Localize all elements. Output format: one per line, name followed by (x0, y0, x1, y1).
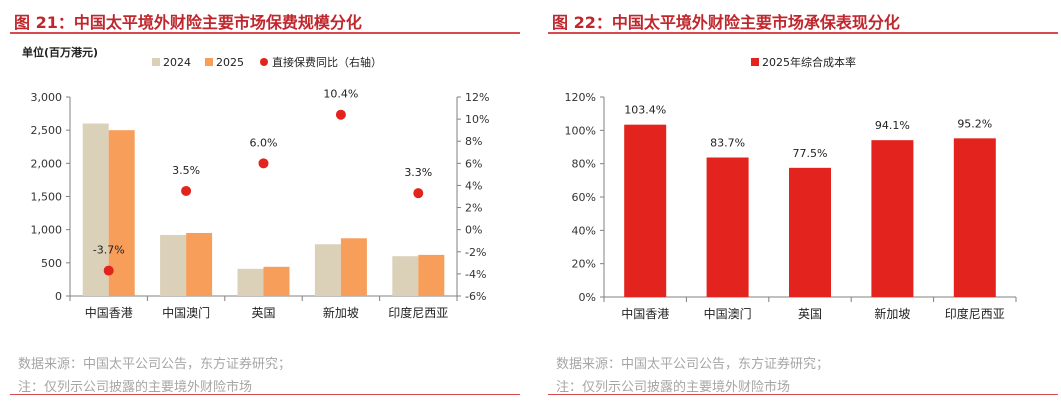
right-bottom-rule (548, 394, 1058, 395)
bar-data-label: 95.2% (957, 117, 992, 130)
bar-combined-ratio-3 (871, 140, 914, 297)
y-tick-label: 0% (579, 291, 596, 304)
yoy-dot-2 (258, 158, 269, 169)
bar-2025-2 (263, 266, 290, 296)
yoy-data-label: 10.4% (323, 88, 358, 101)
bar-2025-1 (186, 232, 213, 296)
legend-swatch-yoy (260, 58, 268, 66)
yoy-dot-4 (413, 188, 424, 199)
right-title-rule (548, 32, 1058, 34)
left-y-tick-label: 0 (55, 290, 62, 303)
y-tick-label: 80% (572, 158, 596, 171)
legend-label-2025: 2025 (216, 56, 244, 69)
left-source-note: 数据来源：中国太平公司公告，东方证券研究； (18, 357, 292, 372)
right-y-tick-label: 10% (465, 113, 489, 126)
right-figure-panel: 图 22：中国太平境外财险主要市场承保表现分化 0% 20% 40% 60% 80% 10… (538, 0, 1061, 402)
x-category-label: 印度尼西亚 (945, 306, 1005, 321)
x-category-label: 中国香港 (85, 305, 133, 320)
y-tick-label: 100% (565, 124, 596, 137)
left-y-tick-label: 1,000 (31, 224, 63, 237)
yoy-data-label: -3.7% (93, 244, 125, 257)
left-figure-title: 图 21：中国太平境外财险主要市场保费规模分化 (14, 13, 362, 32)
x-category-label: 新加坡 (874, 306, 910, 321)
yoy-dot-0 (103, 265, 114, 276)
left-figure-panel: 图 21：中国太平境外财险主要市场保费规模分化 单位(百万港元) 0 500 1,0… (0, 0, 523, 402)
bar-2024-0 (82, 123, 109, 297)
x-category-label: 中国香港 (621, 306, 669, 321)
bar-combined-ratio-2 (789, 167, 831, 297)
x-category-label: 中国澳门 (162, 305, 210, 320)
bar-combined-ratio-4 (953, 138, 996, 297)
bar-combined-ratio-1 (706, 157, 749, 297)
legend-label-2024: 2024 (163, 56, 191, 69)
bar-data-label: 77.5% (793, 147, 828, 160)
right-y-tick-label: 0% (465, 224, 482, 237)
left-title-rule (10, 32, 520, 34)
y-tick-label: 60% (572, 191, 596, 204)
x-category-label: 中国澳门 (704, 306, 752, 321)
yoy-data-label: 3.5% (172, 164, 200, 177)
left-unit-label: 单位(百万港元) (22, 46, 99, 59)
x-category-label: 新加坡 (323, 305, 359, 320)
right-figure-title: 图 22：中国太平境外财险主要市场承保表现分化 (552, 13, 900, 32)
legend-label-yoy: 直接保费同比（右轴） (272, 55, 382, 69)
right-y-tick-label: 12% (465, 91, 489, 104)
left-y-tick-label: 2,000 (31, 157, 63, 170)
legend-swatch-2025 (205, 58, 213, 66)
combined-ratio-chart: 0% 20% 40% 60% 80% 100% 120% 103.4% 中国香港 83.7% 中国澳… (565, 55, 1017, 321)
bar-2024-4 (392, 256, 419, 296)
bar-data-label: 94.1% (875, 119, 910, 132)
y-tick-label: 40% (572, 224, 596, 237)
bar-2025-3 (340, 238, 367, 296)
legend-label-combined-ratio: 2025年综合成本率 (762, 55, 856, 69)
left-y-tick-label: 1,500 (31, 191, 63, 204)
right-y-tick-label: -4% (465, 268, 486, 281)
bar-2024-3 (314, 244, 341, 296)
right-source-note: 数据来源：中国太平公司公告，东方证券研究； (556, 357, 830, 372)
yoy-dot-3 (335, 109, 346, 120)
legend-swatch-2024 (152, 58, 160, 66)
x-category-label: 英国 (251, 306, 275, 320)
yoy-data-label: 3.3% (404, 166, 432, 179)
bar-2024-2 (237, 268, 264, 296)
left-footnote: 注：仅列示公司披露的主要境外财险市场 (18, 380, 253, 395)
bar-2025-4 (418, 254, 445, 296)
left-y-tick-label: 2,500 (31, 124, 63, 137)
y-tick-label: 20% (572, 258, 596, 271)
y-tick-label: 120% (565, 91, 596, 104)
right-y-tick-label: 2% (465, 202, 482, 215)
left-bottom-rule (10, 394, 520, 395)
right-y-tick-label: 8% (465, 135, 482, 148)
left-y-tick-label: 3,000 (31, 91, 63, 104)
x-category-label: 印度尼西亚 (388, 305, 448, 320)
left-y-tick-label: 500 (41, 257, 62, 270)
right-y-tick-label: -6% (465, 290, 486, 303)
right-footnote: 注：仅列示公司披露的主要境外财险市场 (556, 380, 791, 395)
right-y-tick-label: 4% (465, 179, 482, 192)
bar-data-label: 103.4% (624, 104, 666, 117)
bar-2024-1 (160, 234, 187, 296)
right-y-tick-label: -2% (465, 246, 486, 259)
x-category-label: 英国 (798, 307, 822, 321)
bar-combined-ratio-0 (624, 124, 667, 298)
yoy-dot-1 (181, 185, 192, 196)
premium-scale-chart: 0 500 1,000 1,500 2,000 2,500 3,000 -6% -4% -2% 0%… (31, 55, 490, 320)
yoy-data-label: 6.0% (250, 136, 278, 149)
legend-swatch-combined-ratio (751, 58, 759, 66)
right-y-tick-label: 6% (465, 157, 482, 170)
bar-data-label: 83.7% (710, 137, 745, 150)
